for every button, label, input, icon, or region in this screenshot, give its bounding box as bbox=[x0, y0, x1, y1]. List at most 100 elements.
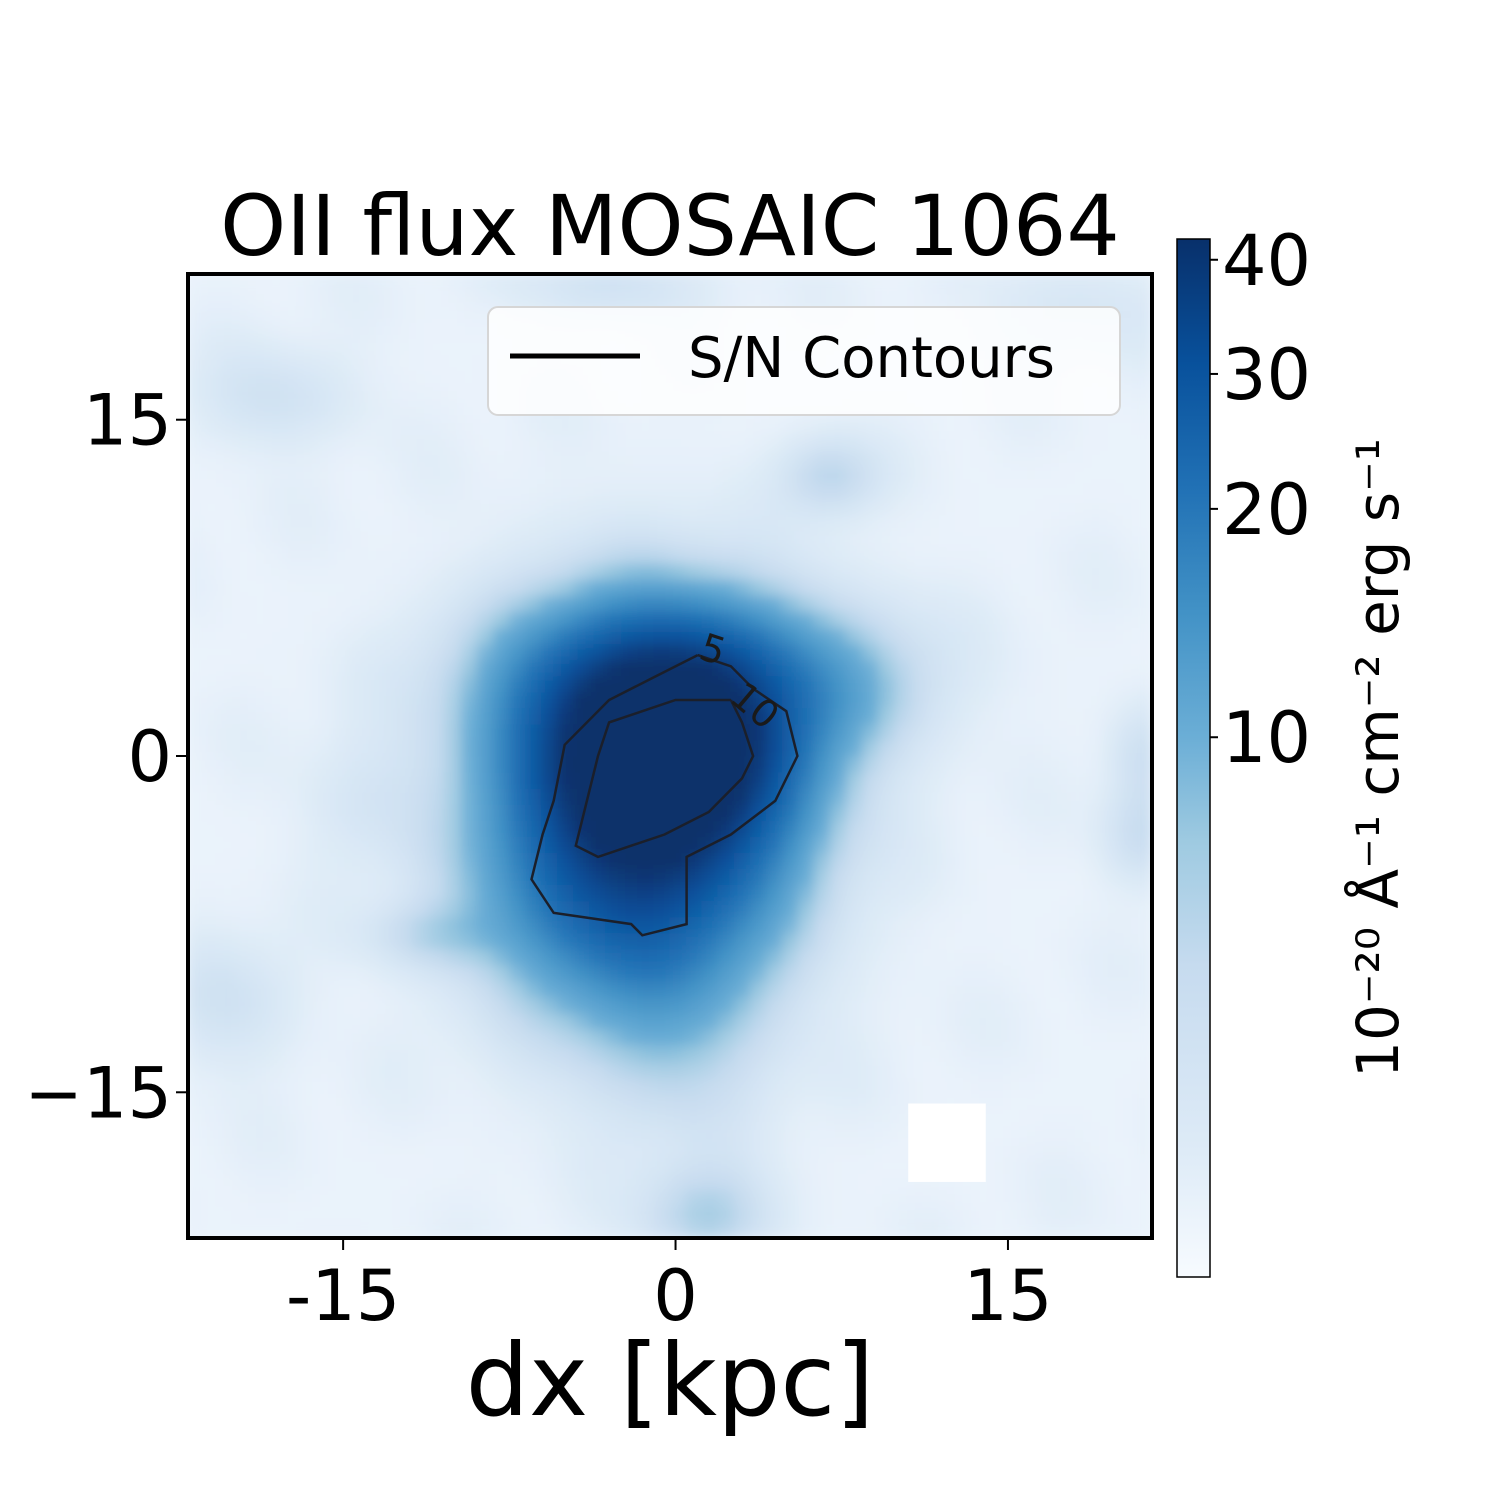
heatmap-cell bbox=[332, 691, 350, 709]
heatmap-cell bbox=[701, 289, 719, 307]
heatmap-cell bbox=[653, 675, 671, 693]
heatmap-cell bbox=[492, 546, 510, 564]
heatmap-cell bbox=[1135, 900, 1152, 918]
heatmap-cell bbox=[1006, 996, 1024, 1014]
heatmap-cell bbox=[348, 851, 366, 869]
heatmap-cell bbox=[1006, 884, 1024, 902]
heatmap-cell bbox=[540, 755, 559, 773]
heatmap-cell bbox=[235, 643, 253, 661]
heatmap-cell bbox=[589, 803, 607, 821]
heatmap-cell bbox=[798, 916, 816, 934]
heatmap-cell bbox=[1087, 1141, 1105, 1159]
heatmap-cell bbox=[1119, 562, 1137, 580]
heatmap-cell bbox=[669, 562, 687, 580]
heatmap-cell bbox=[235, 996, 253, 1014]
heatmap-cell bbox=[332, 723, 350, 741]
heatmap-cell bbox=[926, 787, 944, 805]
heatmap-cell bbox=[1039, 482, 1057, 500]
heatmap-cell bbox=[508, 1125, 526, 1143]
heatmap-cell bbox=[557, 771, 575, 789]
heatmap-cell bbox=[910, 1028, 928, 1046]
heatmap-cell bbox=[251, 1012, 269, 1030]
heatmap-cell bbox=[524, 418, 542, 436]
heatmap-cell bbox=[396, 418, 414, 436]
heatmap-cell bbox=[524, 289, 542, 307]
heatmap-cell bbox=[1119, 867, 1137, 886]
heatmap-cell bbox=[524, 514, 542, 532]
heatmap-cell bbox=[412, 562, 430, 580]
heatmap-cell bbox=[508, 450, 526, 468]
heatmap-cell bbox=[605, 900, 623, 918]
heatmap-cell bbox=[557, 274, 575, 291]
heatmap-cell bbox=[621, 691, 639, 709]
heatmap-cell bbox=[798, 1060, 816, 1078]
heatmap-cell bbox=[203, 819, 221, 837]
heatmap-cell bbox=[1135, 1028, 1152, 1046]
heatmap-cell bbox=[412, 1028, 430, 1046]
heatmap-cell bbox=[878, 1108, 896, 1127]
heatmap-cell bbox=[332, 916, 350, 934]
heatmap-cell bbox=[460, 1125, 478, 1143]
legend-label: S/N Contours bbox=[688, 326, 1055, 391]
heatmap-cell bbox=[364, 1205, 382, 1223]
heatmap-cell bbox=[428, 274, 446, 291]
heatmap-cell bbox=[942, 1060, 960, 1078]
heatmap-cell bbox=[846, 482, 864, 500]
heatmap-cell bbox=[862, 546, 880, 564]
heatmap-cell bbox=[380, 1028, 398, 1046]
heatmap-cell bbox=[990, 996, 1008, 1014]
heatmap-cell bbox=[910, 707, 928, 725]
heatmap-cell bbox=[1119, 1044, 1137, 1062]
heatmap-cell bbox=[332, 803, 350, 821]
heatmap-cell bbox=[1022, 498, 1041, 516]
heatmap-cell bbox=[798, 289, 816, 307]
heatmap-cell bbox=[669, 787, 687, 805]
heatmap-cell bbox=[701, 514, 719, 532]
heatmap-cell bbox=[203, 434, 221, 452]
heatmap-cell bbox=[1087, 916, 1105, 934]
heatmap-cell bbox=[765, 643, 783, 661]
heatmap-cell bbox=[299, 707, 318, 725]
heatmap-cell bbox=[589, 578, 607, 596]
heatmap-cell bbox=[733, 1221, 751, 1238]
heatmap-cell bbox=[669, 964, 687, 982]
heatmap-cell bbox=[894, 466, 912, 484]
heatmap-cell bbox=[444, 739, 462, 757]
heatmap-cell bbox=[733, 1189, 751, 1207]
heatmap-cell bbox=[1071, 498, 1089, 516]
heatmap-cell bbox=[621, 594, 639, 612]
heatmap-cell bbox=[717, 530, 735, 548]
heatmap-cell bbox=[637, 900, 655, 918]
heatmap-cell bbox=[396, 1092, 414, 1110]
heatmap-cell bbox=[364, 337, 382, 355]
heatmap-cell bbox=[814, 948, 832, 966]
heatmap-cell bbox=[701, 964, 719, 982]
heatmap-cell bbox=[412, 787, 430, 805]
heatmap-cell bbox=[1039, 498, 1057, 516]
heatmap-cell bbox=[508, 707, 526, 725]
heatmap-cell bbox=[251, 643, 269, 661]
heatmap-cell bbox=[299, 1108, 318, 1127]
heatmap-cell bbox=[1071, 916, 1089, 934]
heatmap-cell bbox=[685, 771, 703, 789]
heatmap-cell bbox=[364, 514, 382, 532]
heatmap-cell bbox=[364, 321, 382, 339]
heatmap-cell bbox=[316, 707, 334, 725]
heatmap-cell bbox=[990, 530, 1008, 548]
heatmap-cell bbox=[653, 498, 671, 516]
heatmap-cell bbox=[508, 610, 526, 628]
heatmap-cell bbox=[910, 932, 928, 950]
heatmap-cell bbox=[862, 1173, 880, 1191]
heatmap-cell bbox=[316, 305, 334, 323]
heatmap-cell bbox=[1135, 466, 1152, 484]
heatmap-cell bbox=[428, 385, 446, 404]
y-axis: 150−15 bbox=[24, 380, 188, 1134]
heatmap-cell bbox=[830, 514, 848, 532]
heatmap-cell bbox=[862, 1012, 880, 1030]
heatmap-cell bbox=[814, 819, 832, 837]
heatmap-cell bbox=[717, 884, 735, 902]
heatmap-cell bbox=[942, 739, 960, 757]
heatmap-cell bbox=[830, 867, 848, 886]
heatmap-cell bbox=[332, 1157, 350, 1175]
heatmap-cell bbox=[621, 1173, 639, 1191]
